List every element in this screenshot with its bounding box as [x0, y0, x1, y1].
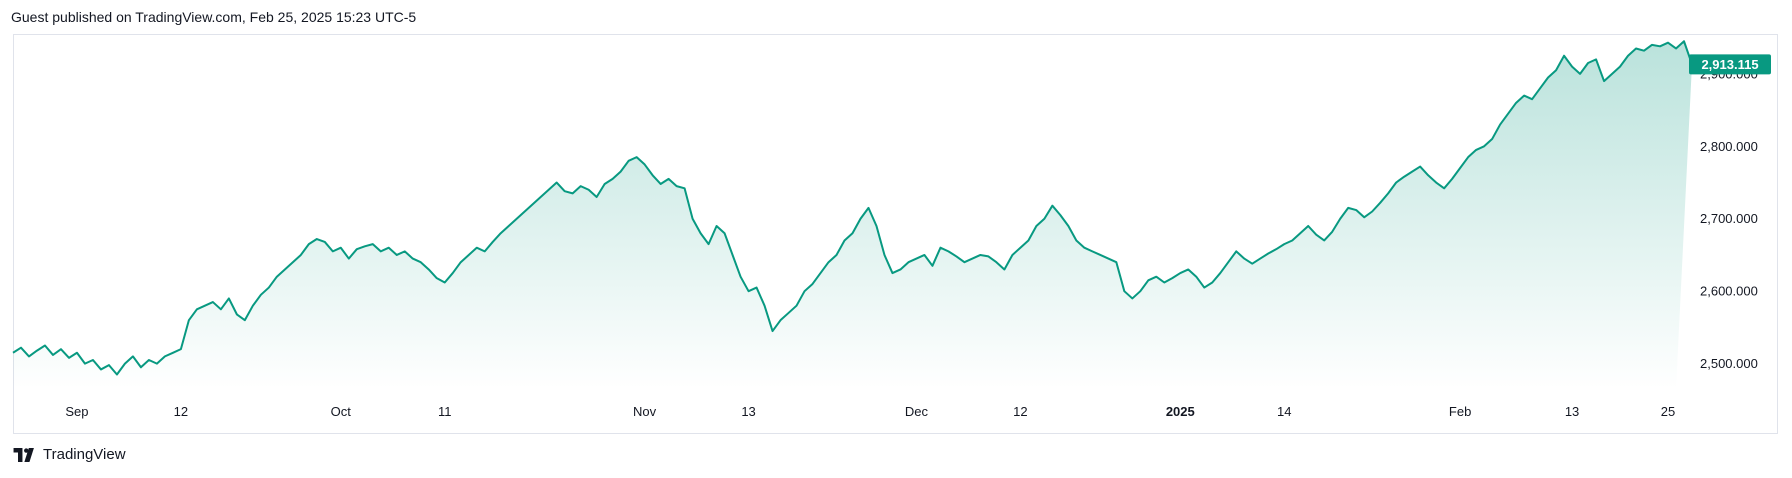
last-price-badge [1689, 54, 1771, 75]
x-axis-tick-label: Feb [1449, 404, 1471, 419]
price-line-series [12, 40, 1693, 376]
chart-frame [13, 34, 1778, 434]
y-axis-tick-label: 2,600.000 [1700, 284, 1758, 299]
y-axis-tick-label: 2,500.000 [1700, 356, 1758, 371]
y-axis-tick-label: 2,800.000 [1700, 139, 1758, 154]
x-axis-tick-label: 11 [438, 404, 452, 419]
x-axis-tick-label: 2025 [1166, 404, 1195, 419]
x-axis-tick-label: 13 [1565, 404, 1579, 419]
x-axis-tick-label: 12 [1013, 404, 1027, 419]
y-axis-tick-label: 2,700.000 [1700, 211, 1758, 226]
x-axis-tick-label: Oct [331, 404, 352, 419]
footer-brand[interactable]: TradingView [13, 446, 126, 463]
x-axis-tick-label: 12 [174, 404, 188, 419]
tradingview-brand-label: TradingView [43, 446, 126, 463]
publish-info: Guest published on TradingView.com, Feb … [11, 9, 417, 25]
price-area-fill [13, 41, 1692, 390]
tradingview-logo-icon [13, 447, 34, 462]
x-axis-tick-label: 14 [1277, 404, 1291, 419]
x-axis-tick-label: Nov [633, 404, 657, 419]
x-axis-tick-label: Dec [905, 404, 929, 419]
last-price-label: 2,913.115 [1701, 57, 1758, 72]
x-axis-tick-label: 25 [1661, 404, 1675, 419]
x-axis-tick-label: 13 [741, 404, 755, 419]
x-axis-tick-label: Sep [65, 404, 88, 419]
